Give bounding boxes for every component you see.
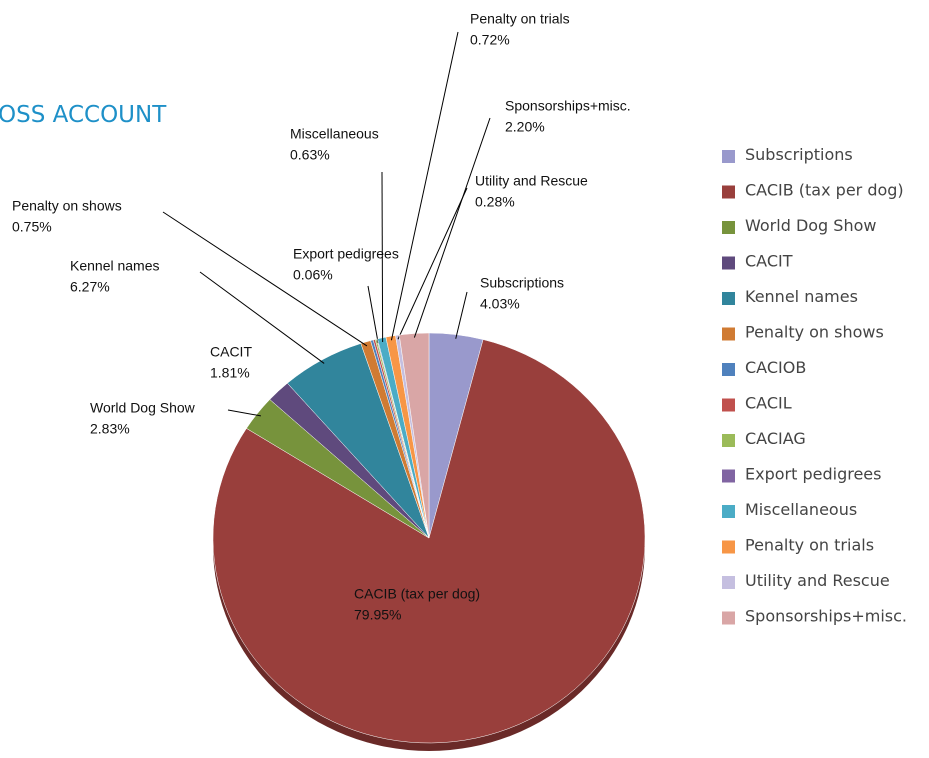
legend-swatch [722, 434, 735, 447]
slice-label: Sponsorships+misc. [505, 97, 631, 113]
slice-value-label: 0.72% [470, 31, 510, 47]
legend-label: Export pedigrees [745, 465, 881, 484]
slice-value-label: 1.81% [210, 364, 250, 380]
legend-swatch [722, 185, 735, 199]
leader-line [397, 187, 468, 340]
slice-value-label: 2.83% [90, 420, 130, 436]
leader-line [413, 117, 491, 338]
slice-value-label: 0.28% [475, 193, 515, 209]
legend-swatch [722, 398, 735, 412]
legend-label: Penalty on shows [745, 323, 884, 342]
legend-swatch [722, 611, 735, 625]
slice-label: CACIT [210, 343, 252, 359]
slice-label: World Dog Show [90, 399, 196, 415]
legend-swatch [722, 256, 735, 270]
legend-label: CACIB (tax per dog) [745, 181, 904, 200]
legend-swatch [722, 221, 735, 234]
legend-swatch [722, 576, 735, 589]
legend-swatch [722, 150, 735, 163]
legend-label: Sponsorships+misc. [745, 607, 907, 626]
legend-label: Utility and Rescue [745, 571, 890, 590]
slice-value-label: 79.95% [354, 606, 401, 622]
slice-value-label: 6.27% [70, 278, 110, 294]
slice-value-label: 0.63% [290, 146, 330, 162]
legend-label: World Dog Show [745, 216, 876, 235]
legend-label: CACIL [745, 394, 792, 413]
leader-line [199, 271, 325, 364]
slice-label: Miscellaneous [290, 125, 379, 141]
legend-label: CACIAG [745, 429, 806, 448]
legend-label: Subscriptions [745, 145, 853, 164]
legend-swatch [722, 327, 735, 341]
legend-swatch [722, 505, 735, 518]
leader-line [367, 285, 379, 344]
slice-label: Export pedigrees [293, 245, 399, 261]
slice-value-label: 2.20% [505, 118, 545, 134]
legend-label: Miscellaneous [745, 500, 857, 519]
leader-line [390, 31, 459, 341]
slice-value-label: 0.06% [293, 266, 333, 282]
slice-label: Penalty on shows [12, 197, 122, 213]
leader-line [381, 171, 384, 342]
legend-swatch [722, 363, 735, 376]
pie-slice [398, 332, 430, 539]
slice-value-label: 4.03% [480, 295, 520, 311]
legend-swatch [722, 469, 735, 483]
leader-line [162, 211, 368, 347]
legend-label: Kennel names [745, 287, 858, 306]
legend-swatch [722, 540, 735, 554]
slice-label: Penalty on trials [470, 10, 570, 26]
legend-swatch [722, 292, 735, 305]
leader-line [227, 409, 261, 417]
chart-title: OSS ACCOUNT [0, 102, 167, 128]
slice-label: CACIB (tax per dog) [354, 585, 480, 601]
slice-label: Utility and Rescue [475, 172, 588, 188]
legend-label: CACIOB [745, 358, 806, 377]
slice-label: Subscriptions [480, 274, 564, 290]
legend-label: CACIT [745, 252, 793, 271]
slice-value-label: 0.75% [12, 218, 52, 234]
legend-label: Penalty on trials [745, 536, 874, 555]
leader-line [455, 291, 468, 339]
slice-label: Kennel names [70, 257, 160, 273]
pie-slice [212, 339, 646, 744]
